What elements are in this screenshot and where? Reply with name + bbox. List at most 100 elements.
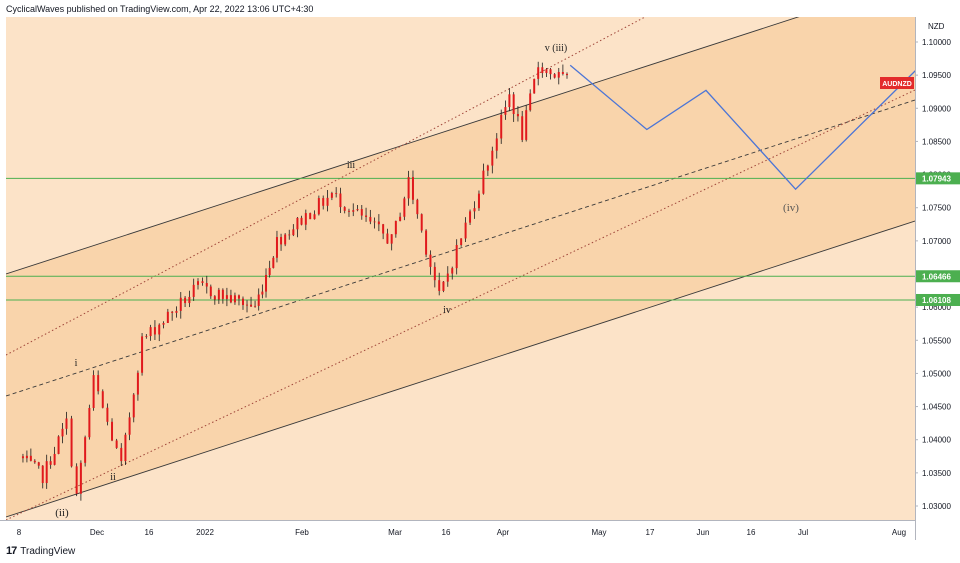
x-tick-label: 16: [442, 528, 451, 537]
candle-body: [420, 214, 423, 231]
candle-body: [486, 165, 489, 171]
candle-body: [265, 274, 268, 292]
candle-body: [322, 198, 325, 206]
channel-mid-line: [6, 99, 915, 397]
candle-body: [500, 114, 503, 139]
candle-body: [233, 295, 236, 303]
wave-label: v (iii): [545, 43, 568, 54]
x-tick-label: 17: [646, 528, 655, 537]
time-axis-bg: [0, 520, 915, 540]
wave-label: ii: [110, 472, 116, 483]
candle-body: [446, 273, 449, 282]
candle-body: [360, 209, 363, 216]
channel-upper-line: [6, 17, 800, 275]
candle-body: [241, 298, 244, 305]
candle-body: [184, 297, 187, 304]
candle-body: [382, 224, 385, 234]
candle-body: [477, 193, 480, 209]
candle-body: [25, 455, 28, 459]
candle-body: [221, 289, 224, 299]
candle-body: [521, 116, 524, 140]
candle-body: [304, 213, 307, 225]
candle-body: [79, 462, 82, 494]
x-tick-label: Apr: [497, 528, 510, 537]
candle-body: [451, 268, 454, 274]
candle-body: [21, 456, 24, 459]
candle-body: [88, 407, 91, 438]
candle-body: [257, 294, 260, 306]
candle-body: [557, 72, 560, 78]
x-tick-label: Aug: [892, 528, 906, 537]
candle-body: [49, 461, 52, 465]
candle-body: [280, 237, 283, 245]
candle-body: [106, 407, 109, 422]
candle-body: [352, 210, 355, 212]
y-tick-label: 1.05000: [922, 369, 951, 378]
candle-body: [84, 437, 87, 463]
candle-body: [197, 281, 199, 285]
y-tick-label: 1.07500: [922, 204, 951, 213]
y-tick-label: 1.05500: [922, 336, 951, 345]
y-tick-label: 1.03000: [922, 502, 951, 511]
candle-body: [442, 281, 445, 291]
candle-body: [313, 214, 316, 220]
candle-body: [92, 375, 95, 408]
candle-body: [45, 461, 48, 484]
candle-body: [132, 394, 135, 418]
candle-body: [541, 67, 544, 74]
candle-body: [549, 69, 552, 75]
candle-body: [495, 138, 498, 151]
candle-body: [460, 238, 463, 245]
candle-body: [525, 110, 528, 140]
y-tick-label: 1.04500: [922, 403, 951, 412]
candle-body: [288, 234, 291, 236]
candle-body: [149, 327, 152, 337]
candle-body: [145, 336, 148, 337]
candle-body: [37, 462, 40, 466]
candle-body: [158, 324, 161, 335]
y-tick-label: 1.09000: [922, 104, 951, 113]
candle-body: [237, 295, 240, 299]
level-badge-label: 1.06466: [922, 272, 951, 281]
candle-body: [386, 233, 389, 244]
candle-body: [246, 304, 249, 306]
candle-body: [275, 237, 278, 258]
candle-body: [201, 281, 204, 284]
candle-body: [166, 311, 169, 323]
candle-body: [326, 197, 329, 206]
candle-body: [254, 305, 257, 307]
candle-body: [455, 244, 458, 269]
y-tick-label: 1.10000: [922, 38, 951, 47]
candle-body: [330, 193, 333, 198]
candle-body: [115, 440, 118, 448]
channel-lower-line: [6, 220, 915, 518]
candle-body: [53, 453, 56, 465]
candle-body: [464, 222, 467, 239]
level-badge: [916, 293, 960, 306]
x-tick-label: 16: [747, 528, 756, 537]
wave-label: iii: [347, 160, 356, 171]
y-tick-label: 1.06000: [922, 303, 951, 312]
wave-label: (iv): [783, 202, 799, 214]
y-tick-label: 1.09500: [922, 71, 951, 80]
y-tick-label: 1.03500: [922, 469, 951, 478]
candle-body: [171, 311, 174, 313]
candle-body: [162, 322, 165, 325]
y-tick-label: 1.07000: [922, 237, 951, 246]
candle-body: [217, 289, 220, 300]
candle-body: [296, 217, 299, 230]
wave-label: iv: [443, 305, 451, 316]
currency-label: NZD: [928, 22, 945, 31]
x-tick-label: Dec: [90, 528, 104, 537]
candle-body: [390, 234, 393, 244]
candle-body: [566, 73, 568, 76]
candle-body: [292, 229, 295, 236]
x-tick-label: May: [591, 528, 606, 537]
candle-body: [153, 327, 156, 335]
level-badge-label: 1.06108: [922, 296, 951, 305]
candle-body: [188, 296, 191, 304]
x-tick-label: Feb: [295, 528, 309, 537]
candle-body: [473, 208, 476, 212]
level-badge-label: 1.07943: [922, 174, 951, 183]
